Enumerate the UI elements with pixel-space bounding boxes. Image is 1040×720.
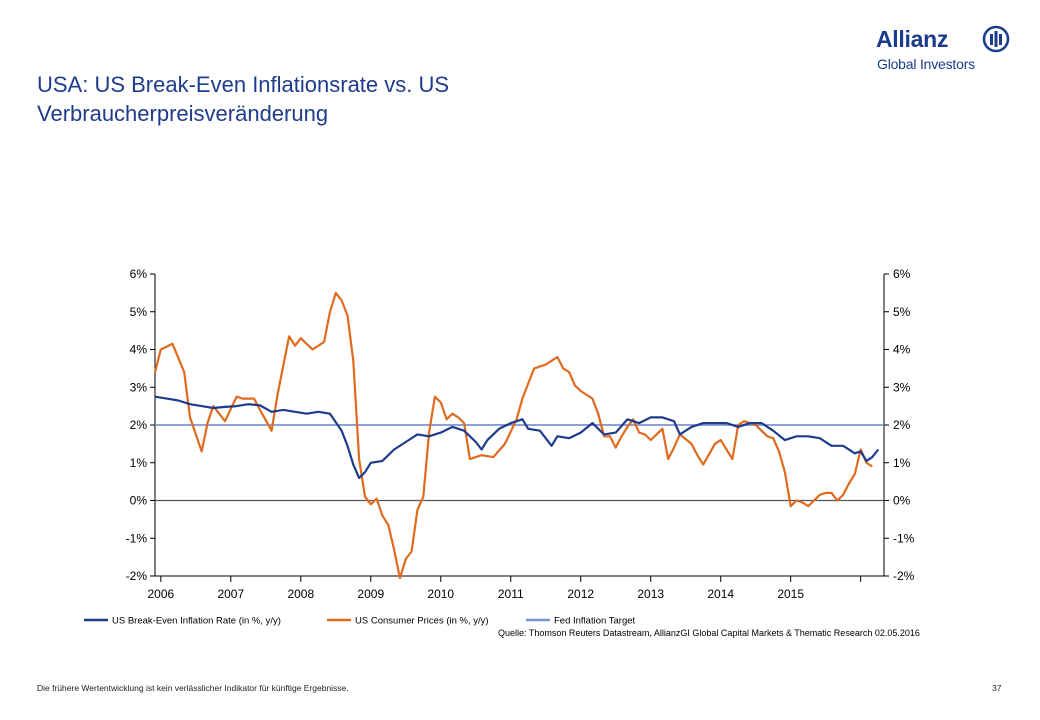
series-line-break-even [154, 395, 880, 479]
x-tick-label: 2013 [637, 587, 664, 601]
x-tick-label: 2006 [147, 587, 174, 601]
logo-wordmark: Allianz [876, 26, 949, 52]
y-tick-label-left: -1% [126, 531, 148, 545]
y-tick-label-left: 6% [130, 267, 148, 281]
series-line-consumer-prices [153, 291, 873, 580]
legend-label: US Break-Even Inflation Rate (in %, y/y) [112, 616, 281, 627]
y-tick-label-left: -2% [126, 569, 148, 583]
y-tick-label-left: 3% [130, 380, 148, 394]
allianz-logo: Allianz Global Investors [876, 25, 1016, 78]
y-tick-label-right: -1% [893, 531, 915, 545]
y-tick-label-left: 1% [130, 456, 148, 470]
y-tick-label-right: 5% [893, 305, 911, 319]
x-tick-label: 2015 [777, 587, 804, 601]
allianz-eagle-icon [982, 25, 1010, 53]
x-tick-label: 2012 [567, 587, 594, 601]
x-tick-label: 2014 [707, 587, 734, 601]
x-tick-label: 2011 [498, 587, 524, 601]
source-note: Quelle: Thomson Reuters Datastream, Alli… [498, 628, 920, 638]
logo-subtitle: Global Investors [877, 56, 975, 72]
x-tick-label: 2010 [427, 587, 454, 601]
x-tick-label: 2007 [217, 587, 244, 601]
y-tick-label-right: 1% [893, 456, 911, 470]
y-tick-label-left: 0% [130, 494, 148, 508]
y-tick-label-right: 6% [893, 267, 911, 281]
x-tick-label: 2008 [287, 587, 314, 601]
legend-label: Fed Inflation Target [554, 616, 636, 627]
y-tick-label-right: 0% [893, 494, 911, 508]
y-tick-label-left: 2% [130, 418, 148, 432]
y-tick-label-left: 4% [130, 343, 148, 357]
x-tick-label: 2009 [357, 587, 384, 601]
page-title: USA: US Break-Even Inflationsrate vs. US… [37, 72, 450, 126]
y-tick-label-right: 2% [893, 418, 911, 432]
footer-disclaimer: Die frühere Wertentwicklung ist kein ver… [37, 683, 349, 693]
page-number: 37 [992, 683, 1002, 693]
legend-label: US Consumer Prices (in %, y/y) [355, 616, 489, 627]
y-tick-label-right: 3% [893, 380, 911, 394]
y-tick-label-right: 4% [893, 343, 911, 357]
y-tick-label-right: -2% [893, 569, 915, 583]
y-tick-label-left: 5% [130, 305, 148, 319]
